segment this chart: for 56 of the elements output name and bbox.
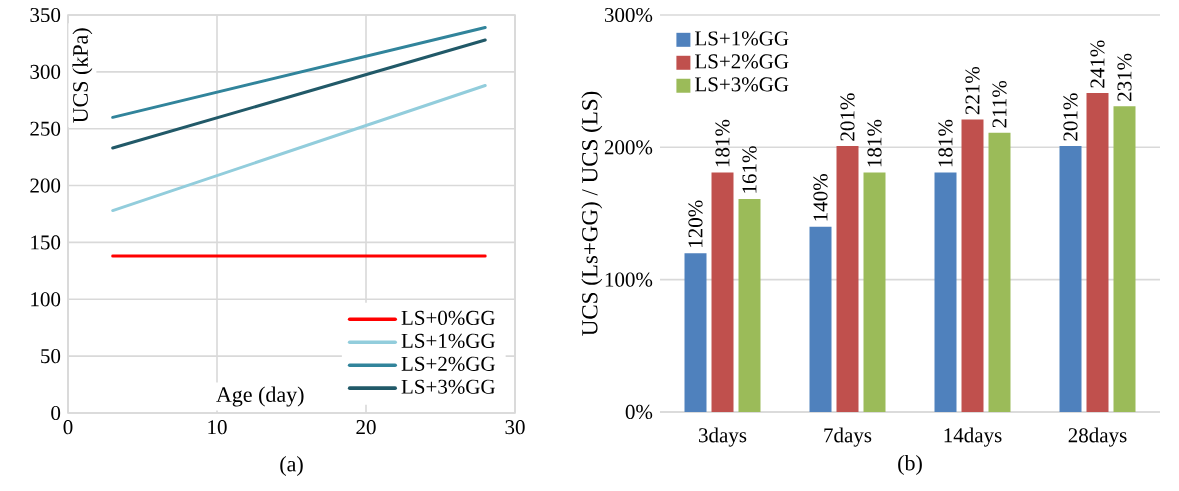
data-label: 120% xyxy=(688,200,703,247)
x-tick-label: 30 xyxy=(505,420,525,435)
x-axis-title: Age (day) xyxy=(216,386,304,407)
y-tick-label: 150 xyxy=(31,235,61,250)
bar xyxy=(1113,106,1136,412)
legend-label: LS+3%GG xyxy=(401,379,495,394)
bar xyxy=(1059,146,1082,412)
x-tick-label: 10 xyxy=(208,420,227,435)
x-tick-label: 7days xyxy=(824,427,872,447)
y-tick-label: 250 xyxy=(30,121,61,136)
legend-label: LS+1%GG xyxy=(401,333,495,348)
data-label: 140% xyxy=(813,174,828,221)
bar xyxy=(684,253,707,412)
x-tick-label: 28days xyxy=(1068,427,1127,447)
y-tick-label: 100 xyxy=(31,292,61,307)
data-label: 201% xyxy=(840,93,855,141)
y-tick-label: 50 xyxy=(41,349,61,364)
y-axis-title: UCS (kPa) xyxy=(72,28,93,123)
data-label: 161% xyxy=(742,146,757,193)
y-tick-label: 200 xyxy=(30,178,61,193)
legend-label: LS+2%GG xyxy=(695,54,789,69)
x-tick-label: 0 xyxy=(63,420,73,435)
data-label: 241% xyxy=(1090,40,1105,88)
legend-label: LS+2%GG xyxy=(401,356,495,371)
bar xyxy=(934,172,957,412)
y-tick-label: 350 xyxy=(30,7,61,23)
y-axis-title: UCS (Ls+GG) / UCS (LS) xyxy=(581,91,603,336)
bar xyxy=(988,132,1011,412)
data-label: 211% xyxy=(992,80,1007,128)
y-tick-label: 100% xyxy=(605,272,653,287)
x-tick-label: 14days xyxy=(944,427,1002,447)
data-label: 181% xyxy=(867,119,882,167)
y-tick-label: 0% xyxy=(625,404,653,420)
y-tick-label: 300% xyxy=(604,7,653,23)
bar xyxy=(836,146,859,412)
x-tick-label: 3days xyxy=(699,427,747,447)
bar xyxy=(863,172,886,412)
y-tick-label: 300 xyxy=(30,64,61,79)
legend-label: LS+1%GG xyxy=(695,31,789,46)
bar xyxy=(711,172,734,412)
data-label: 201% xyxy=(1063,93,1078,141)
bar xyxy=(809,226,832,412)
text: (a) xyxy=(280,456,303,476)
data-label: 231% xyxy=(1117,53,1132,101)
bar xyxy=(1086,93,1109,412)
bar xyxy=(961,119,984,412)
legend-label: LS+0%GG xyxy=(401,310,495,326)
y-tick-label: 0 xyxy=(51,405,61,421)
y-tick-label: 200% xyxy=(604,140,653,155)
data-label: 181% xyxy=(715,119,730,167)
text: (b) xyxy=(898,455,922,475)
legend-label: LS+3%GG xyxy=(695,77,789,92)
data-label: 181% xyxy=(938,119,953,167)
x-tick-label: 20 xyxy=(356,420,376,435)
bar xyxy=(738,198,761,412)
data-label: 221% xyxy=(965,66,980,115)
